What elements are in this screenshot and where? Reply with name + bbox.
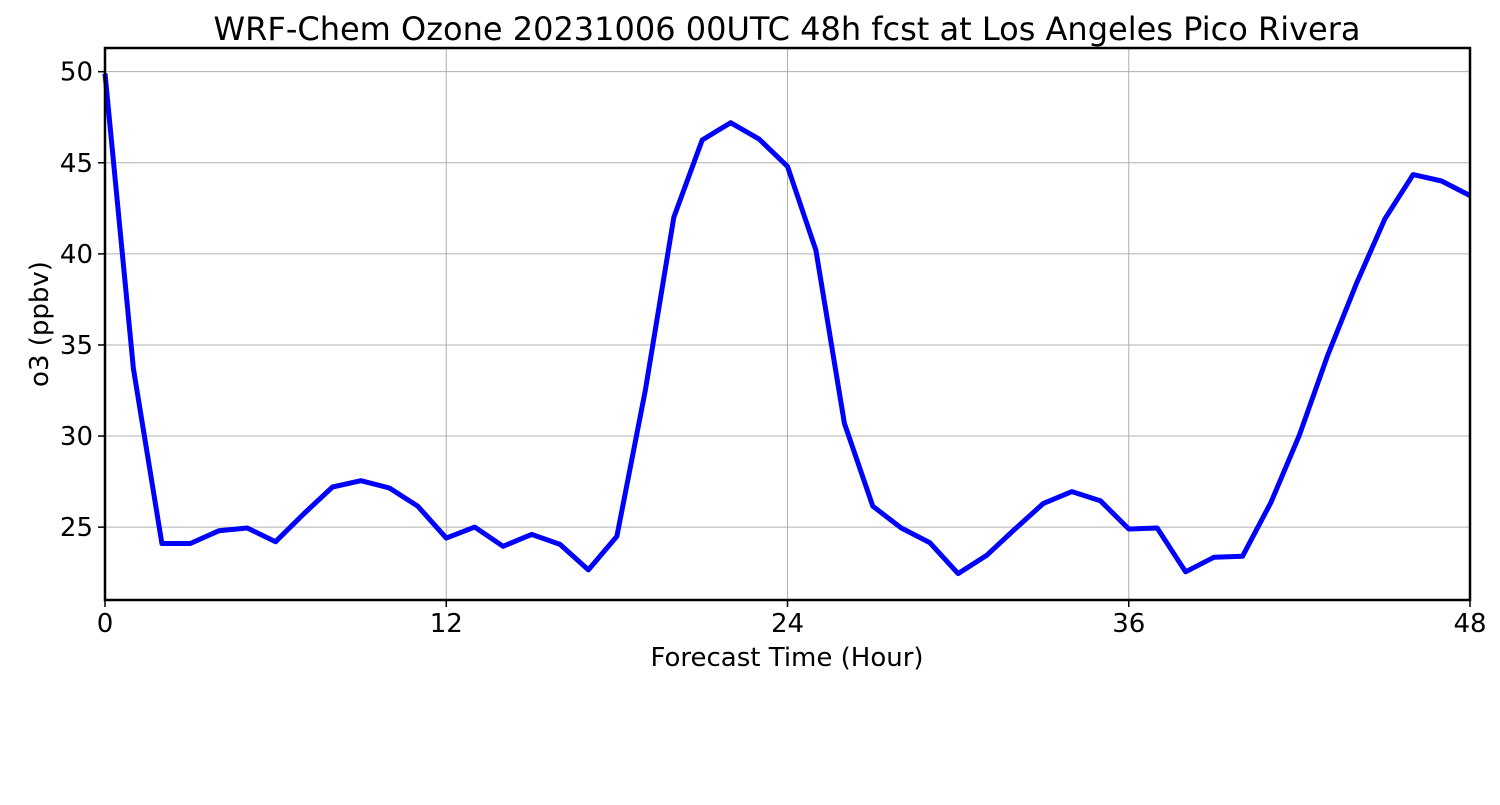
y-tick-label: 45 [60, 149, 93, 179]
tick-layer: 0 12 24 36 48 25 30 35 40 45 50 [60, 58, 1487, 639]
y-tick-label: 50 [60, 58, 93, 88]
chart-title: WRF-Chem Ozone 20231006 00UTC 48h fcst a… [214, 10, 1361, 48]
x-tick-label: 24 [771, 609, 804, 639]
ozone-series-line [102, 73, 1472, 577]
x-tick-label: 12 [430, 609, 463, 639]
x-axis-label: Forecast Time (Hour) [650, 643, 923, 673]
series-layer [102, 73, 1472, 577]
y-tick-label: 35 [60, 331, 93, 361]
y-tick-label: 30 [60, 422, 93, 452]
y-tick-label: 25 [60, 513, 93, 543]
y-axis-label: o3 (ppbv) [25, 261, 55, 387]
x-tick-label: 0 [97, 609, 114, 639]
y-tick-label: 40 [60, 240, 93, 270]
x-tick-label: 48 [1453, 609, 1486, 639]
x-tick-label: 36 [1112, 609, 1145, 639]
